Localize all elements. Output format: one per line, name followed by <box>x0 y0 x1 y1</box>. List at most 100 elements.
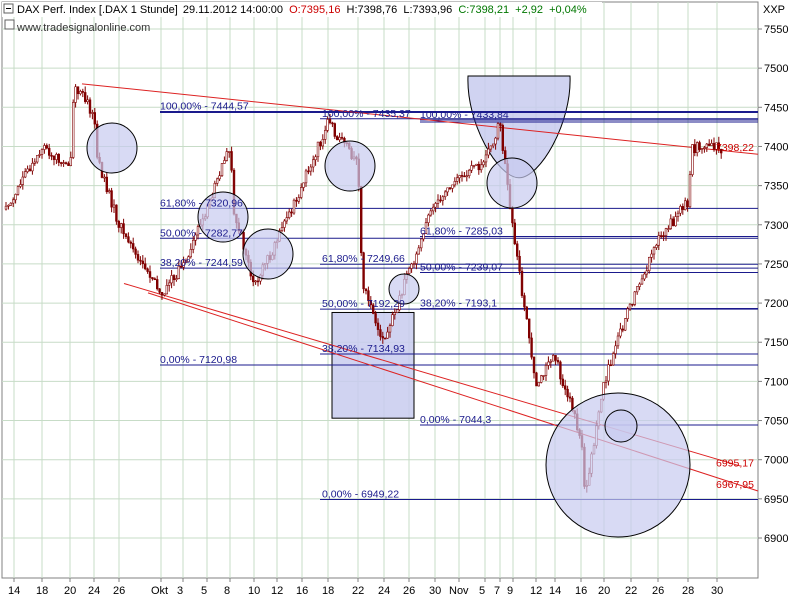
candle-body <box>367 290 370 302</box>
fib-label: 50,00% - 7239,07 <box>420 261 503 273</box>
candle-body <box>676 212 680 217</box>
x-tick-label: 8 <box>224 585 230 597</box>
candle-body <box>705 143 709 148</box>
candle-body <box>499 123 502 126</box>
candle-body <box>544 365 548 376</box>
fib-label: 61,80% - 7320,96 <box>160 197 243 209</box>
candle-body <box>683 200 687 210</box>
x-tick-label: 9 <box>507 585 513 597</box>
candle-body <box>645 270 649 275</box>
candle-body <box>124 233 128 237</box>
candle-body <box>422 233 425 240</box>
candle-body <box>290 211 293 214</box>
candle-body <box>551 355 555 362</box>
candle-body <box>431 206 435 212</box>
header-timestamp: 29.11.2012 14:00:00 <box>183 4 283 16</box>
candle-body <box>482 161 485 166</box>
candle-body <box>374 313 377 324</box>
candle-body <box>679 206 682 214</box>
candle-body <box>93 112 97 125</box>
candle-body <box>23 171 27 178</box>
header-bar: DAX Perf. Index [.DAX 1 Stunde] 29.11.20… <box>2 2 602 34</box>
candle-body <box>216 178 219 184</box>
candle-body <box>568 396 572 399</box>
candle-body <box>148 271 152 278</box>
candle-body <box>388 325 392 333</box>
candle-body <box>35 155 39 163</box>
header-line: DAX Perf. Index [.DAX 1 Stunde] 29.11.20… <box>17 4 587 16</box>
candle-body <box>319 141 322 147</box>
candle-body <box>719 148 723 154</box>
candle-body <box>146 268 149 272</box>
candle-body <box>359 186 363 254</box>
highlight-circle <box>545 392 691 538</box>
candle-body <box>72 102 75 158</box>
fib-label: 38,20% - 7244,59 <box>160 257 243 269</box>
candle-body <box>26 168 29 172</box>
candle-body <box>664 228 668 237</box>
candle-body <box>441 196 444 201</box>
candle-body <box>163 293 166 296</box>
candle-body <box>532 356 536 374</box>
candle-body <box>21 176 24 185</box>
candle-body <box>50 155 53 157</box>
change-percent: +0,04% <box>549 4 587 16</box>
fibonacci-labels: 100,00% - 7444,57 61,80% - 7320,96 50,00% … <box>160 101 509 501</box>
candle-body <box>115 204 118 222</box>
x-tick-label: 20 <box>598 585 610 597</box>
x-tick-label: 24 <box>88 585 100 597</box>
x-tick-label: 14 <box>549 585 561 597</box>
candle-body <box>381 336 384 339</box>
candle-body <box>47 147 51 156</box>
price-candles <box>4 84 723 493</box>
candle-body <box>383 337 387 340</box>
candle-body <box>364 288 368 292</box>
candle-body <box>427 214 430 223</box>
candle-body <box>527 318 531 339</box>
info-icon[interactable] <box>4 19 15 30</box>
candle-body <box>144 263 147 270</box>
candle-body <box>67 163 70 166</box>
candle-body <box>621 328 625 331</box>
candle-body <box>122 223 125 235</box>
candle-body <box>695 142 699 154</box>
candle-body <box>513 222 517 245</box>
candle-body <box>717 142 721 150</box>
x-tick-label: 14 <box>8 585 20 597</box>
x-tick-label: 30 <box>429 585 441 597</box>
candle-body <box>436 199 440 204</box>
candle-body <box>487 148 490 156</box>
candle-body <box>542 375 545 377</box>
y-tick-label: 7150 <box>764 337 788 349</box>
candle-body <box>57 153 61 163</box>
candle-body <box>554 355 557 361</box>
candle-body <box>189 249 192 258</box>
candle-body <box>501 125 504 151</box>
candle-body <box>640 278 644 285</box>
candle-body <box>302 182 305 188</box>
candle-body <box>371 304 375 314</box>
candle-body <box>331 122 334 125</box>
x-tick-label: 5 <box>201 585 207 597</box>
fib-label: 50,00% - 7282,77 <box>160 227 243 239</box>
candle-body <box>134 248 137 255</box>
candle-body <box>170 275 173 284</box>
x-tick-label: 5 <box>479 585 485 597</box>
candle-body <box>391 314 394 326</box>
candle-body <box>252 275 255 283</box>
candle-body <box>460 175 464 177</box>
candle-body <box>417 247 420 255</box>
fib-label: 100,00% - 7435,37 <box>322 108 411 120</box>
x-tick-label: Okt <box>151 585 168 597</box>
candle-body <box>230 151 233 171</box>
candle-body <box>525 306 529 320</box>
candle-body <box>105 176 109 193</box>
candle-body <box>604 380 608 383</box>
candle-body <box>321 139 324 147</box>
highlight-circle <box>486 157 538 209</box>
candle-body <box>127 236 130 243</box>
candle-body <box>477 163 480 171</box>
y-tick-label: 7050 <box>764 416 788 428</box>
candle-body <box>479 164 483 171</box>
